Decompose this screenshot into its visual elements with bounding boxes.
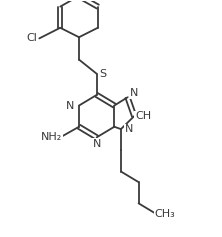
Text: N: N: [125, 124, 133, 134]
Text: N: N: [129, 88, 138, 98]
Text: NH₂: NH₂: [41, 132, 62, 142]
Text: Cl: Cl: [27, 33, 38, 43]
Text: N: N: [93, 139, 101, 149]
Text: S: S: [99, 69, 106, 79]
Text: CH₃: CH₃: [154, 209, 175, 219]
Text: N: N: [65, 100, 74, 110]
Text: CH: CH: [135, 111, 151, 121]
